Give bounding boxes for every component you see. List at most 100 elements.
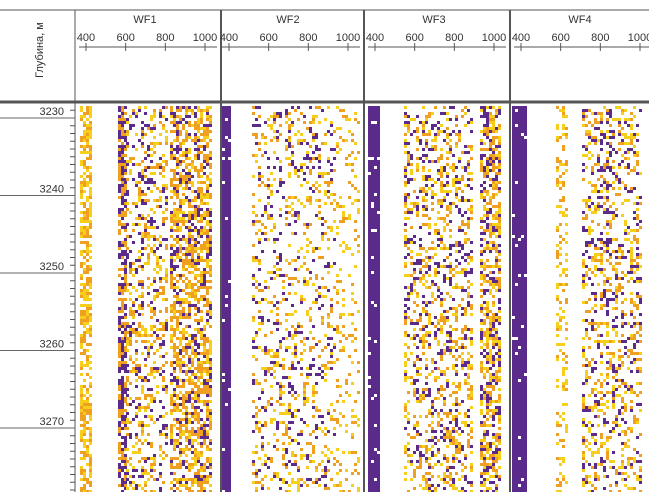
wave-pixel (138, 223, 141, 226)
wave-pixel (191, 292, 194, 295)
wave-pixel (185, 151, 188, 154)
wave-pixel (464, 328, 467, 331)
wave-pixel (377, 238, 380, 241)
wave-pixel (132, 313, 135, 316)
wave-pixel (371, 409, 374, 412)
wave-pixel (455, 142, 458, 145)
wave-pixel (129, 313, 132, 316)
wave-pixel (173, 484, 176, 487)
wave-pixel (86, 307, 89, 310)
wave-pixel (404, 217, 407, 220)
wave-pixel (197, 109, 200, 112)
wave-pixel (165, 118, 168, 121)
wave-pixel (203, 400, 206, 403)
wave-pixel (336, 151, 339, 154)
wave-pixel (80, 151, 83, 154)
wave-pixel (170, 226, 173, 229)
wave-pixel (200, 232, 203, 235)
wave-pixel (159, 121, 162, 124)
wave-pixel (80, 193, 83, 196)
wave-pixel (188, 412, 191, 415)
wave-pixel (138, 217, 141, 220)
wave-pixel (228, 322, 231, 325)
wave-pixel (333, 169, 336, 172)
wave-pixel (419, 337, 422, 340)
wave-pixel (368, 166, 371, 169)
wave-pixel (141, 307, 144, 310)
wave-pixel (228, 217, 231, 220)
wave-pixel (144, 169, 147, 172)
wave-pixel (371, 295, 374, 298)
wave-pixel (141, 172, 144, 175)
wave-pixel (470, 328, 473, 331)
wave-pixel (470, 343, 473, 346)
wave-pixel (209, 484, 212, 487)
wave-pixel (83, 160, 86, 163)
wave-pixel (135, 484, 138, 487)
wave-pixel (452, 202, 455, 205)
wave-pixel (371, 385, 374, 388)
wave-pixel (455, 373, 458, 376)
wave-pixel (138, 295, 141, 298)
wave-pixel (228, 373, 231, 376)
wave-pixel (150, 373, 153, 376)
wave-pixel (318, 355, 321, 358)
wave-pixel (464, 145, 467, 148)
wave-pixel (156, 292, 159, 295)
wave-pixel (309, 202, 312, 205)
wave-pixel (377, 304, 380, 307)
wave-pixel (222, 229, 225, 232)
wave-pixel (410, 154, 413, 157)
wave-pixel (156, 418, 159, 421)
wave-pixel (222, 358, 225, 361)
wave-pixel (141, 175, 144, 178)
wave-pixel (255, 286, 258, 289)
wave-pixel (425, 340, 428, 343)
wave-pixel (371, 394, 374, 397)
wave-pixel (118, 328, 121, 331)
wave-pixel (404, 121, 407, 124)
wave-pixel (434, 124, 437, 127)
wave-pixel (118, 424, 121, 427)
wave-pixel (377, 355, 380, 358)
wave-pixel (121, 133, 124, 136)
wave-pixel (135, 298, 138, 301)
wave-pixel (282, 196, 285, 199)
wave-pixel (162, 451, 165, 454)
wave-pixel (377, 472, 380, 475)
wave-pixel (203, 382, 206, 385)
wave-pixel (222, 388, 225, 391)
wave-pixel (179, 331, 182, 334)
wave-pixel (124, 424, 127, 427)
wave-pixel (121, 451, 124, 454)
wave-pixel (422, 259, 425, 262)
wave-pixel (206, 304, 209, 307)
wave-pixel (297, 118, 300, 121)
wave-pixel (255, 331, 258, 334)
wave-pixel (86, 400, 89, 403)
wave-pixel (464, 151, 467, 154)
wave-pixel (200, 337, 203, 340)
wave-pixel (258, 409, 261, 412)
wave-pixel (194, 190, 197, 193)
wave-pixel (419, 373, 422, 376)
wave-pixel (330, 178, 333, 181)
wave-pixel (357, 310, 360, 313)
wave-pixel (80, 253, 83, 256)
wave-pixel (118, 268, 121, 271)
wave-pixel (200, 139, 203, 142)
wave-pixel (200, 427, 203, 430)
wave-pixel (282, 478, 285, 481)
wave-pixel (443, 343, 446, 346)
wave-pixel (194, 382, 197, 385)
wave-pixel (173, 148, 176, 151)
wave-pixel (428, 223, 431, 226)
wave-pixel (150, 142, 153, 145)
wave-pixel (222, 484, 225, 487)
wave-pixel (121, 460, 124, 463)
wave-pixel (173, 334, 176, 337)
wave-pixel (222, 274, 225, 277)
wave-pixel (150, 316, 153, 319)
wave-pixel (443, 190, 446, 193)
wave-pixel (440, 349, 443, 352)
